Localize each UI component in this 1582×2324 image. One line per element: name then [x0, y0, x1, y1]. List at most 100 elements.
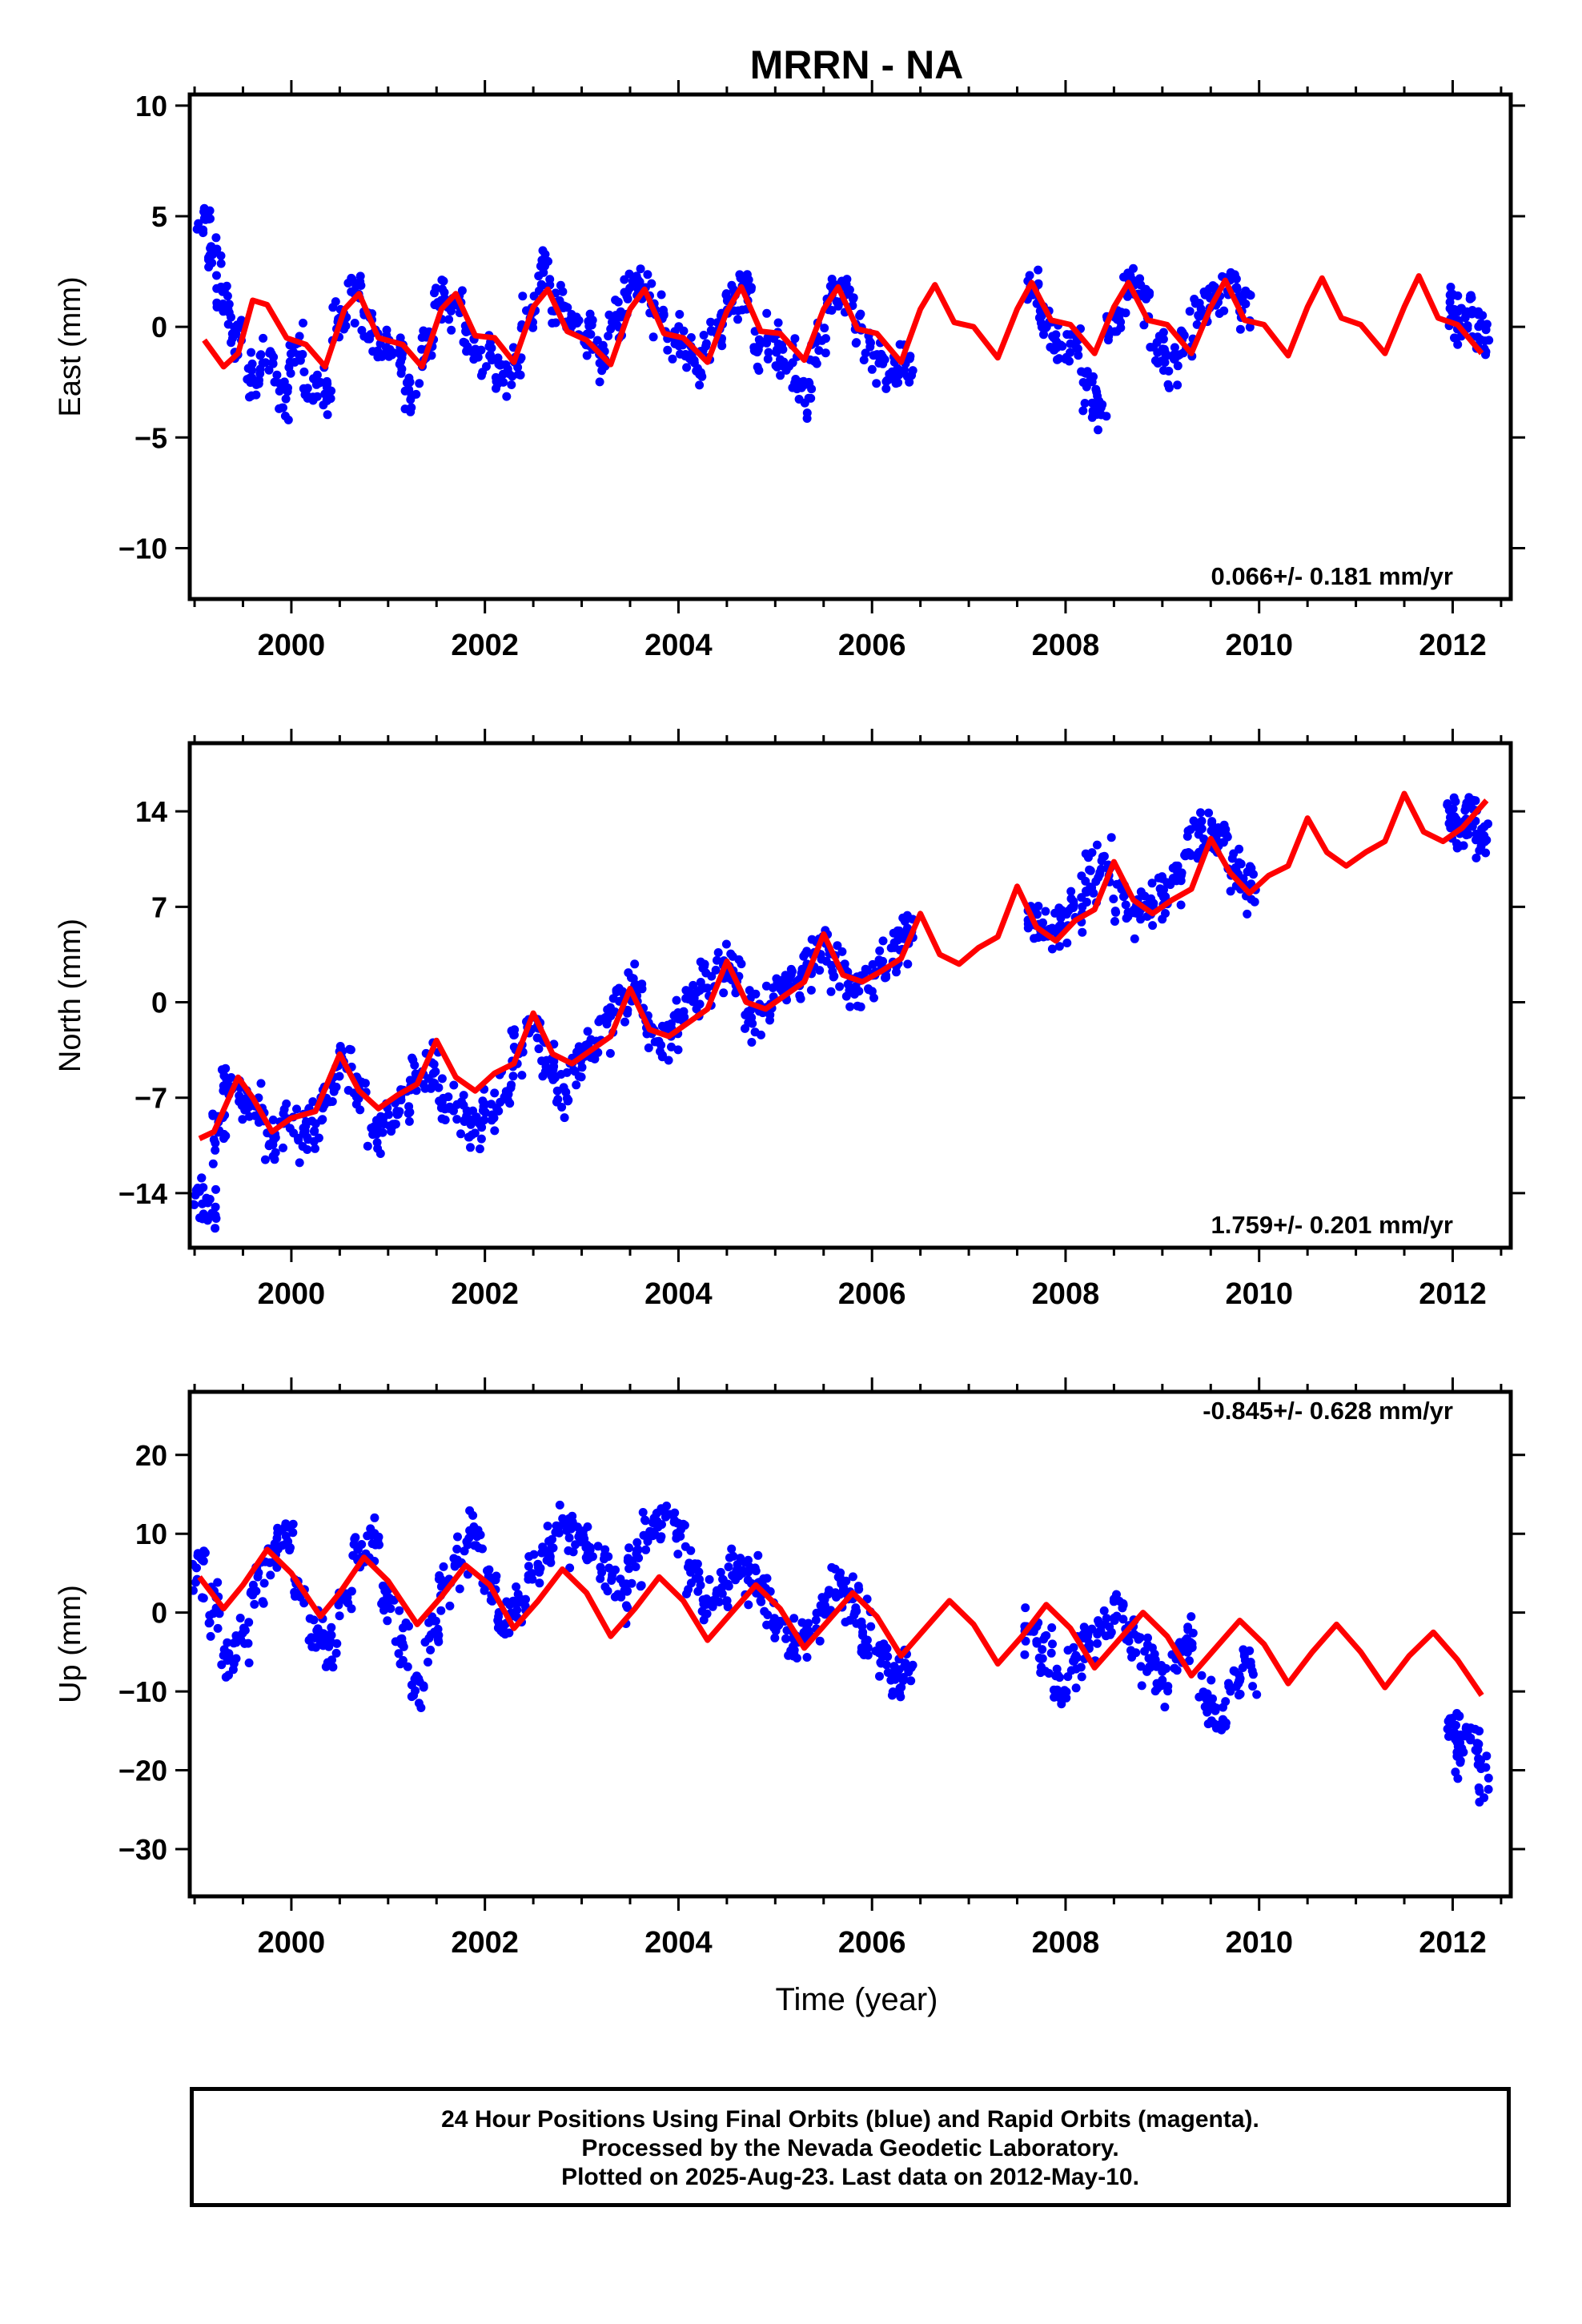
- panel-frame: [187, 741, 1513, 1250]
- data-point: [627, 973, 636, 983]
- data-point: [415, 379, 424, 388]
- data-point: [299, 318, 307, 328]
- data-point: [1471, 1724, 1480, 1734]
- data-point: [768, 983, 777, 992]
- data-point: [705, 1574, 714, 1584]
- data-point: [210, 1210, 219, 1220]
- data-point: [657, 1520, 666, 1530]
- data-point: [447, 325, 456, 335]
- data-point: [227, 338, 236, 348]
- data-point: [318, 1115, 327, 1124]
- data-point: [713, 948, 723, 957]
- data-point: [854, 1585, 864, 1594]
- data-point: [1034, 265, 1043, 275]
- data-point: [604, 332, 613, 341]
- data-point: [1462, 830, 1472, 840]
- data-point: [436, 1574, 446, 1584]
- data-point: [601, 1012, 611, 1022]
- footer-box: 24 Hour Positions Using Final Orbits (bl…: [190, 2087, 1511, 2207]
- data-point: [1126, 1646, 1135, 1655]
- data-point: [465, 1506, 475, 1515]
- data-point: [1021, 1603, 1030, 1613]
- data-point: [449, 1080, 459, 1090]
- data-point: [880, 355, 889, 364]
- data-point: [812, 359, 821, 368]
- data-point: [1066, 339, 1075, 348]
- data-point: [737, 271, 747, 281]
- data-point: [729, 1551, 738, 1561]
- data-point: [723, 1602, 733, 1611]
- data-point: [288, 1528, 298, 1538]
- data-point: [1106, 833, 1116, 842]
- data-point: [1472, 853, 1481, 862]
- data-point: [1207, 1675, 1216, 1685]
- data-point: [516, 370, 525, 380]
- data-point: [555, 296, 564, 305]
- data-point: [745, 1562, 755, 1572]
- data-point: [604, 1552, 613, 1562]
- data-point: [211, 1145, 220, 1155]
- data-point: [399, 1642, 408, 1651]
- data-point: [802, 408, 812, 418]
- data-point: [387, 350, 396, 360]
- data-point: [624, 1543, 634, 1553]
- data-point: [309, 1615, 319, 1625]
- data-point: [328, 1663, 338, 1672]
- data-point: [744, 1600, 753, 1610]
- data-point: [213, 1623, 223, 1633]
- data-point: [474, 1543, 484, 1553]
- data-point: [568, 1547, 578, 1557]
- data-point: [476, 371, 486, 380]
- data-point: [849, 293, 857, 303]
- data-point: [550, 1073, 560, 1083]
- data-point: [410, 1060, 420, 1070]
- data-point: [1047, 944, 1057, 954]
- data-point: [694, 1567, 704, 1577]
- data-point: [455, 1584, 464, 1594]
- data-point: [561, 302, 571, 312]
- data-point: [875, 1671, 884, 1681]
- data-point: [664, 1055, 673, 1065]
- data-point: [457, 1097, 466, 1107]
- data-point: [673, 1014, 683, 1023]
- data-point: [595, 377, 604, 387]
- data-point: [540, 250, 550, 259]
- data-point: [1252, 1690, 1262, 1699]
- data-point: [1185, 307, 1195, 316]
- data-point: [901, 1659, 910, 1668]
- data-point: [778, 344, 788, 354]
- data-point: [724, 1562, 733, 1572]
- data-point: [620, 275, 629, 284]
- data-point: [447, 306, 456, 316]
- data-point: [713, 955, 721, 965]
- data-point: [259, 1578, 269, 1588]
- data-point: [893, 378, 903, 388]
- data-point: [1478, 311, 1488, 320]
- data-point: [420, 1638, 430, 1647]
- data-point: [1093, 1638, 1102, 1648]
- data-point: [776, 371, 785, 380]
- data-point: [444, 315, 454, 324]
- data-point: [868, 959, 877, 969]
- data-point: [748, 1019, 757, 1028]
- data-point: [192, 224, 202, 234]
- data-point: [623, 1008, 632, 1018]
- data-point: [1461, 1731, 1471, 1739]
- data-point: [1150, 1655, 1160, 1665]
- data-point: [283, 415, 293, 424]
- y-tick-label: 10: [135, 90, 167, 123]
- data-point: [686, 1578, 696, 1588]
- data-point: [251, 390, 261, 400]
- data-point: [607, 1574, 616, 1583]
- data-point: [238, 1628, 247, 1638]
- data-point: [1071, 1664, 1081, 1674]
- data-point: [227, 329, 237, 339]
- data-point: [460, 1546, 469, 1556]
- data-point: [814, 346, 824, 356]
- data-point: [1054, 354, 1064, 364]
- data-point: [788, 967, 797, 976]
- data-point: [347, 1586, 356, 1596]
- data-point: [491, 1575, 500, 1585]
- data-point: [1050, 908, 1060, 918]
- data-point: [544, 256, 552, 266]
